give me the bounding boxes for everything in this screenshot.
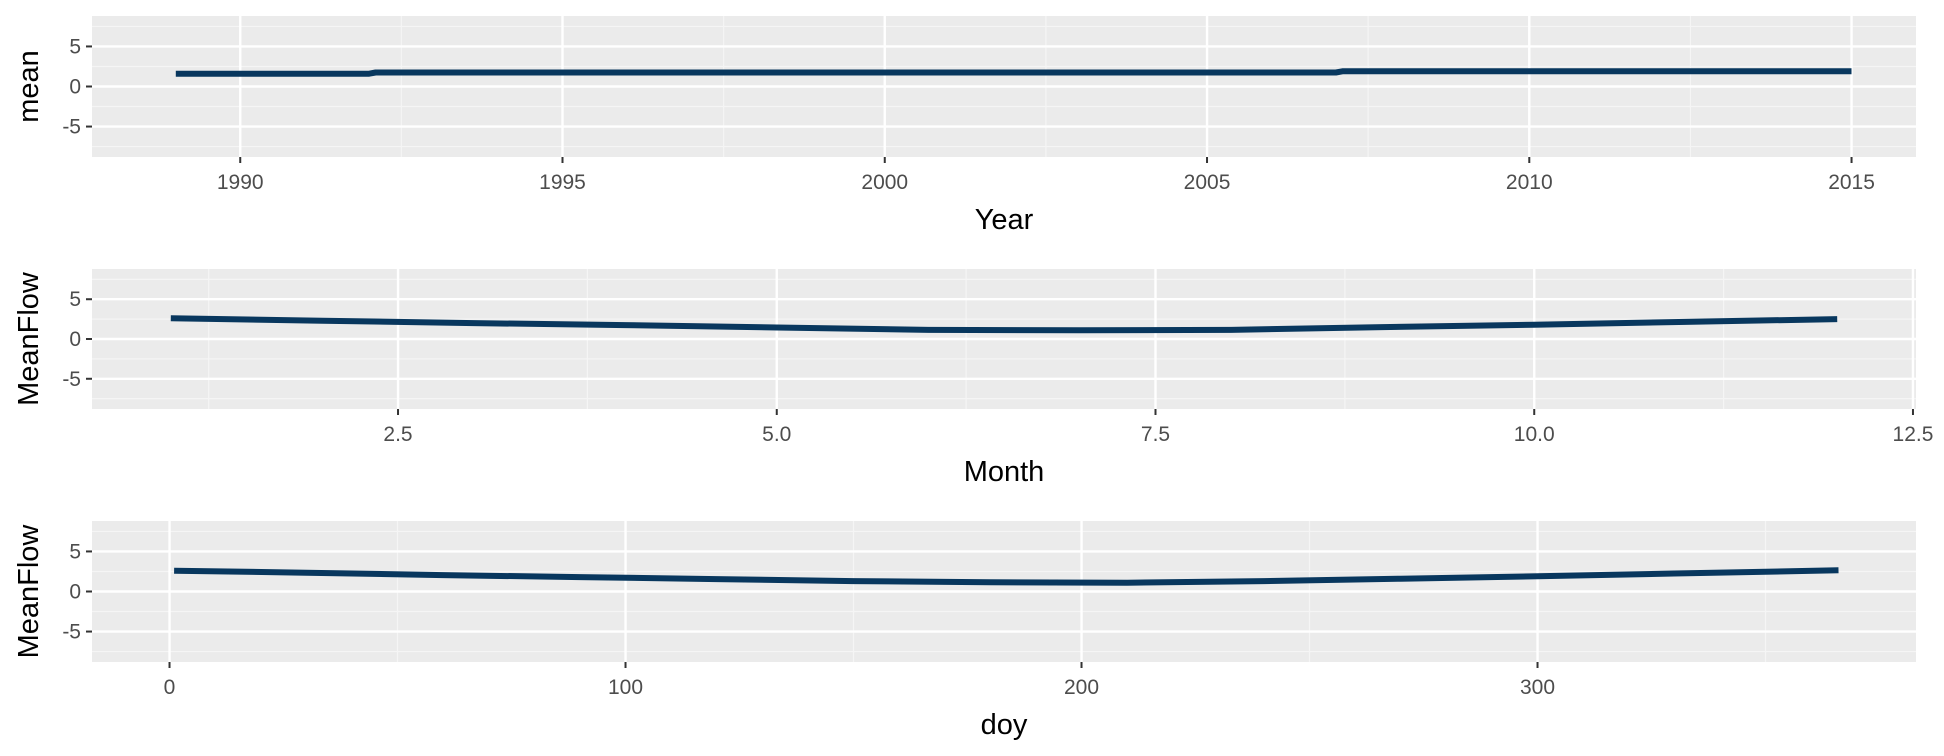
series-line — [170, 315, 1838, 334]
series-line — [175, 68, 1852, 77]
x-tick-label: 2015 — [1828, 171, 1875, 194]
y-tick-label: 0 — [69, 581, 81, 604]
y-tick-label: 5 — [69, 540, 81, 563]
x-axis-title: Month — [964, 456, 1045, 488]
y-axis-title: MeanFlow — [13, 524, 45, 659]
panel-year: 1990 1995 2000 2005 2010 2015 5 0 -5 Year mean — [13, 16, 1916, 236]
x-tick-label: 10.0 — [1514, 423, 1555, 446]
x-tick-label: 1990 — [217, 171, 264, 194]
x-tick-label: 2005 — [1184, 171, 1231, 194]
x-tick-label: 5.0 — [762, 423, 791, 446]
x-tick-label: 7.5 — [1141, 423, 1170, 446]
y-tick-label: -5 — [62, 368, 81, 391]
y-tick-label: 0 — [69, 76, 81, 99]
x-tick-label: 12.5 — [1893, 423, 1934, 446]
y-axis-title: mean — [13, 50, 45, 123]
x-axis-title: doy — [981, 709, 1028, 741]
y-tick-label: 0 — [69, 328, 81, 351]
x-tick-label: 2.5 — [383, 423, 412, 446]
panel-doy: 0 100 200 300 5 0 -5 doy MeanFlow — [13, 521, 1916, 741]
x-tick-label: 300 — [1520, 676, 1555, 699]
x-tick-label: 1995 — [539, 171, 586, 194]
y-axis-title: MeanFlow — [13, 271, 45, 406]
x-axis-title: Year — [975, 204, 1034, 236]
x-tick-label: 0 — [164, 676, 176, 699]
y-tick-label: 5 — [69, 288, 81, 311]
x-tick-label: 2010 — [1506, 171, 1553, 194]
y-tick-label: -5 — [62, 621, 81, 644]
x-tick-label: 2000 — [861, 171, 908, 194]
x-tick-label: 100 — [608, 676, 643, 699]
x-tick-label: 200 — [1064, 676, 1099, 699]
y-tick-label: -5 — [62, 116, 81, 139]
panel-month: 2.5 5.0 7.5 10.0 12.5 5 0 -5 Month MeanFlow — [13, 269, 1933, 488]
y-tick-label: 5 — [69, 35, 81, 58]
series-line — [174, 567, 1839, 586]
